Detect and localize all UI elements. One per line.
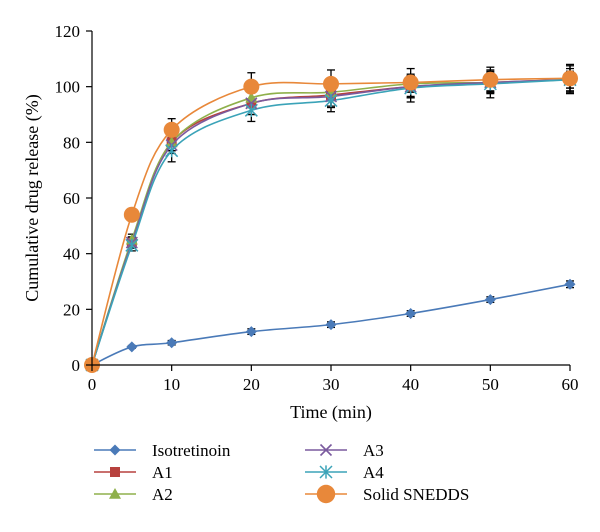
legend: Isotretinoin A1 A2 A3 A4 Solid SNEDDS: [94, 441, 469, 504]
legend-item: A3: [305, 441, 384, 460]
point-marker: [324, 93, 338, 108]
tick-labels: 0 20 40 60 80 100 120 0 10 20 30 40 50 60: [55, 22, 579, 394]
point-marker: [319, 465, 333, 479]
legend-item: Isotretinoin: [94, 441, 231, 460]
point-marker: [319, 443, 333, 457]
point-marker: [245, 326, 257, 338]
point-marker: [484, 294, 496, 306]
y-tick-label: 100: [55, 78, 81, 97]
point-marker: [562, 70, 578, 87]
point-marker: [482, 71, 499, 88]
point-marker: [243, 78, 260, 95]
legend-label: A4: [363, 463, 384, 482]
error-bars: [127, 63, 574, 349]
point-marker: [165, 144, 179, 158]
y-axis-title: Cumulative drug release (%): [22, 94, 43, 301]
point-marker: [126, 341, 138, 353]
y-tick-label: 120: [55, 22, 81, 41]
point-marker: [166, 337, 178, 349]
legend-label: A2: [152, 485, 173, 504]
legend-item: A1: [94, 463, 173, 482]
x-tick-label: 30: [323, 375, 340, 394]
legend-item: A2: [94, 485, 173, 504]
y-tick-label: 0: [72, 356, 81, 375]
x-axis-title: Time (min): [290, 402, 372, 423]
legend-label: Isotretinoin: [152, 441, 231, 460]
point-marker: [109, 444, 121, 456]
x-tick-label: 0: [88, 375, 97, 394]
point-marker: [244, 103, 258, 117]
series-markers: [84, 70, 578, 373]
y-tick-label: 40: [63, 245, 80, 264]
x-tick-label: 60: [562, 375, 579, 394]
point-marker: [109, 488, 121, 499]
point-marker: [564, 278, 576, 290]
point-marker: [110, 467, 120, 477]
y-tick-label: 60: [63, 189, 80, 208]
point-marker: [325, 319, 337, 331]
axes: [86, 30, 571, 371]
point-marker: [123, 206, 140, 223]
legend-label: A3: [363, 441, 384, 460]
legend-item: A4: [305, 463, 384, 482]
x-tick-label: 50: [482, 375, 499, 394]
point-marker: [163, 121, 180, 138]
legend-label: Solid SNEDDS: [363, 485, 469, 504]
legend-item: Solid SNEDDS: [305, 484, 469, 504]
point-marker: [402, 74, 419, 91]
point-marker: [165, 136, 178, 148]
y-tick-label: 20: [63, 300, 80, 319]
y-tick-label: 80: [63, 133, 80, 152]
point-marker: [323, 75, 339, 92]
point-marker: [316, 484, 336, 504]
legend-label: A1: [152, 463, 173, 482]
x-tick-label: 10: [163, 375, 180, 394]
point-marker: [125, 238, 139, 252]
x-tick-label: 40: [402, 375, 419, 394]
point-marker: [405, 308, 417, 320]
x-tick-label: 20: [243, 375, 260, 394]
